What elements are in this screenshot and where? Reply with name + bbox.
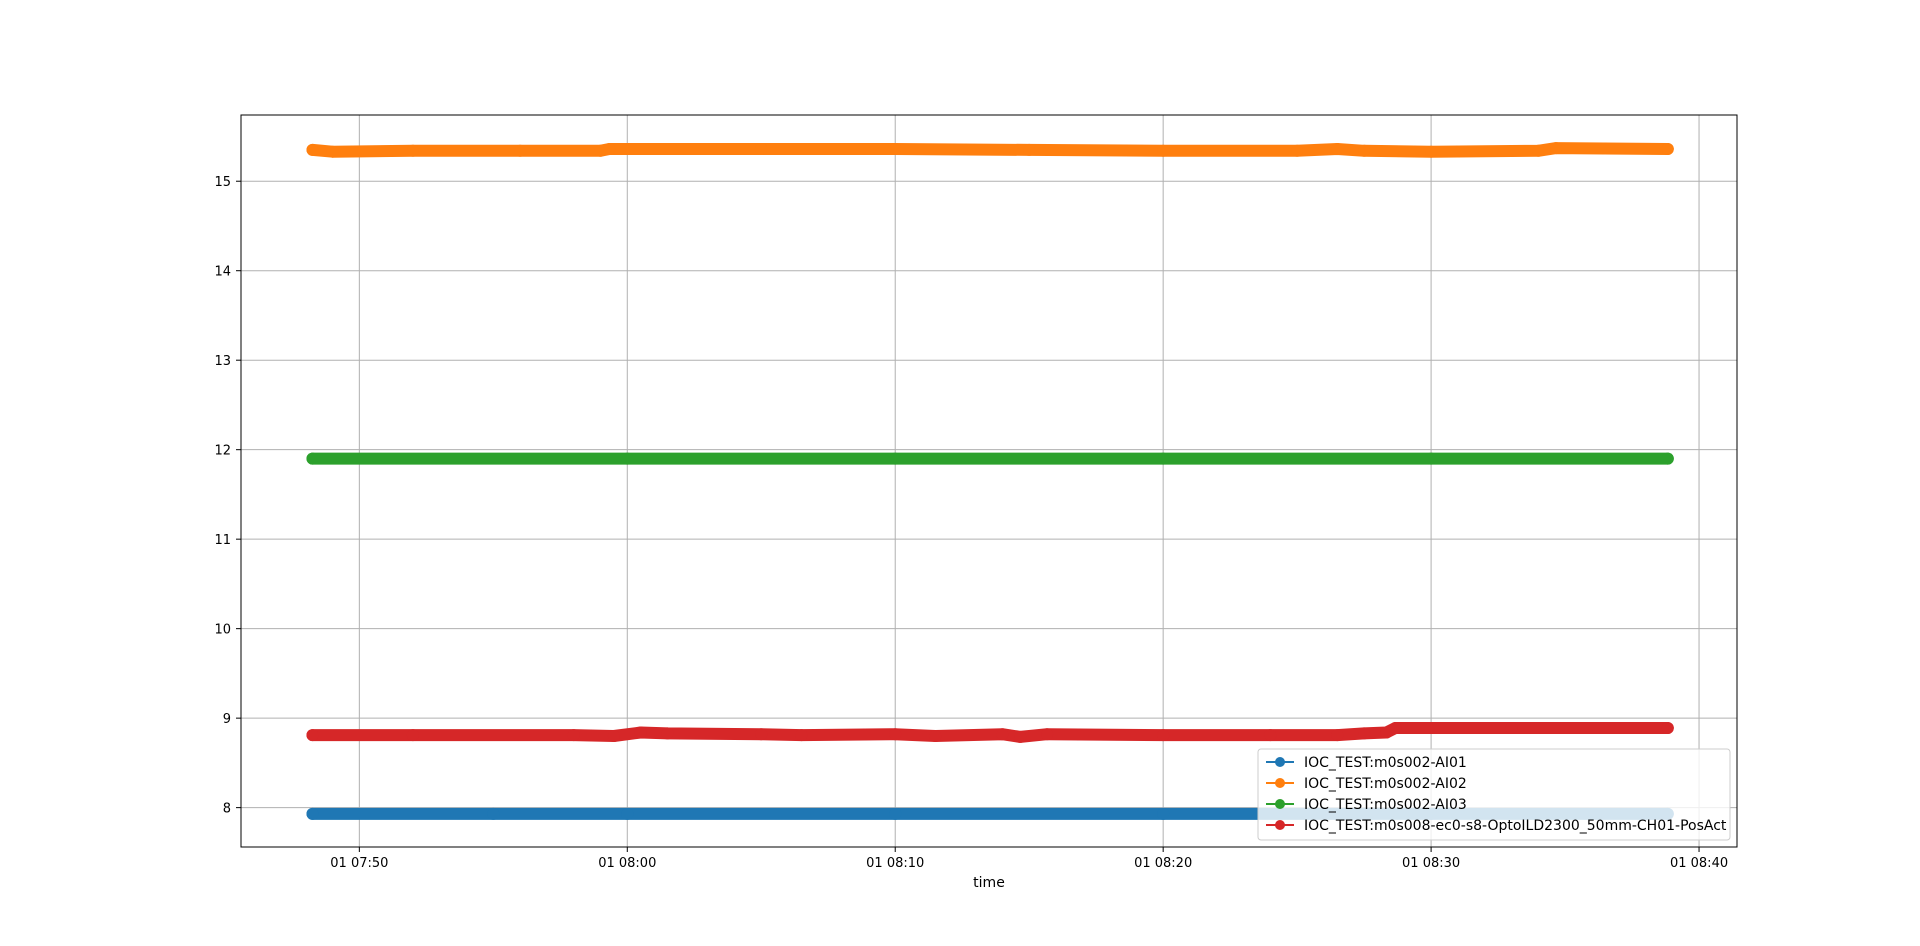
x-tick-label: 01 08:30 [1402, 856, 1460, 871]
x-tick-label: 01 07:50 [330, 856, 388, 871]
data-point [1532, 144, 1545, 157]
legend-label: IOC_TEST:m0s008-ec0-s8-OptoILD2300_50mm-… [1304, 818, 1727, 834]
data-point [996, 728, 1009, 741]
y-tick-label: 14 [214, 265, 231, 280]
legend-item: IOC_TEST:m0s002-AI03 [1266, 797, 1467, 813]
data-point [306, 729, 319, 742]
data-point [621, 807, 634, 820]
data-point [1550, 142, 1563, 155]
y-tick-label: 8 [223, 802, 231, 817]
data-point [1661, 143, 1674, 156]
legend-label: IOC_TEST:m0s002-AI03 [1304, 797, 1467, 813]
legend-marker [1275, 820, 1285, 830]
legend-label: IOC_TEST:m0s002-AI01 [1304, 755, 1467, 771]
data-point [755, 728, 768, 741]
data-point [1157, 452, 1170, 465]
data-point [306, 143, 319, 156]
data-point [889, 452, 902, 465]
data-point [326, 145, 339, 158]
data-point [621, 452, 634, 465]
x-tick-label: 01 08:10 [866, 856, 924, 871]
data-point [1331, 143, 1344, 156]
data-point [406, 144, 419, 157]
data-point [1380, 726, 1393, 739]
legend-item: IOC_TEST:m0s008-ec0-s8-OptoILD2300_50mm-… [1266, 818, 1727, 834]
axes-frame [240, 114, 1738, 848]
data-point [306, 807, 319, 820]
data-point [1157, 807, 1170, 820]
legend-item: IOC_TEST:m0s002-AI01 [1266, 755, 1467, 771]
data-point [755, 143, 768, 156]
data-point [406, 729, 419, 742]
data-point [795, 729, 808, 742]
x-tick-label: 01 08:00 [598, 856, 656, 871]
data-point [1291, 144, 1304, 157]
data-point [567, 729, 580, 742]
x-tick-label: 01 08:20 [1134, 856, 1192, 871]
legend-item: IOC_TEST:m0s002-AI02 [1266, 776, 1467, 792]
legend-marker [1275, 757, 1285, 767]
y-tick-label: 12 [214, 444, 231, 459]
data-point [889, 728, 902, 741]
data-point [1425, 145, 1438, 158]
legend-label: IOC_TEST:m0s002-AI02 [1304, 776, 1467, 792]
data-point [1157, 144, 1170, 157]
data-point [306, 452, 319, 465]
data-point [1358, 727, 1371, 740]
y-tick-label: 9 [223, 712, 231, 727]
data-point [1505, 721, 1518, 734]
y-tick-label: 15 [214, 175, 231, 190]
legend: IOC_TEST:m0s002-AI01 IOC_TEST:m0s002-AI02… [1257, 748, 1731, 841]
data-point [889, 807, 902, 820]
plot-area [306, 142, 1674, 820]
x-axis: 01 07:50 01 08:00 01 08:10 01 08:20 01 08:30… [330, 847, 1728, 871]
data-point [1331, 729, 1344, 742]
data-point [1425, 452, 1438, 465]
data-point [1389, 721, 1402, 734]
data-point [889, 143, 902, 156]
data-point [1661, 721, 1674, 734]
data-point [1041, 728, 1054, 741]
data-point [594, 144, 607, 157]
x-tick-label: 01 08:40 [1670, 856, 1728, 871]
legend-marker [1275, 778, 1285, 788]
x-axis-label: time [973, 875, 1005, 891]
y-tick-label: 13 [214, 354, 231, 369]
data-point [1157, 729, 1170, 742]
y-tick-label: 11 [214, 533, 231, 548]
data-point [603, 143, 616, 156]
y-axis: 8 9 10 11 12 13 14 15 [214, 175, 241, 817]
data-point [1014, 730, 1027, 743]
data-point [1661, 452, 1674, 465]
data-point [1264, 729, 1277, 742]
legend-box [1257, 748, 1731, 841]
data-point [634, 726, 647, 739]
data-point [1023, 143, 1036, 156]
data-point [661, 727, 674, 740]
data-point [1358, 144, 1371, 157]
legend-marker [1275, 799, 1285, 809]
data-point [514, 144, 527, 157]
data-point [929, 730, 942, 743]
data-point [607, 730, 620, 743]
data-point [487, 807, 500, 820]
y-tick-label: 10 [214, 623, 231, 638]
